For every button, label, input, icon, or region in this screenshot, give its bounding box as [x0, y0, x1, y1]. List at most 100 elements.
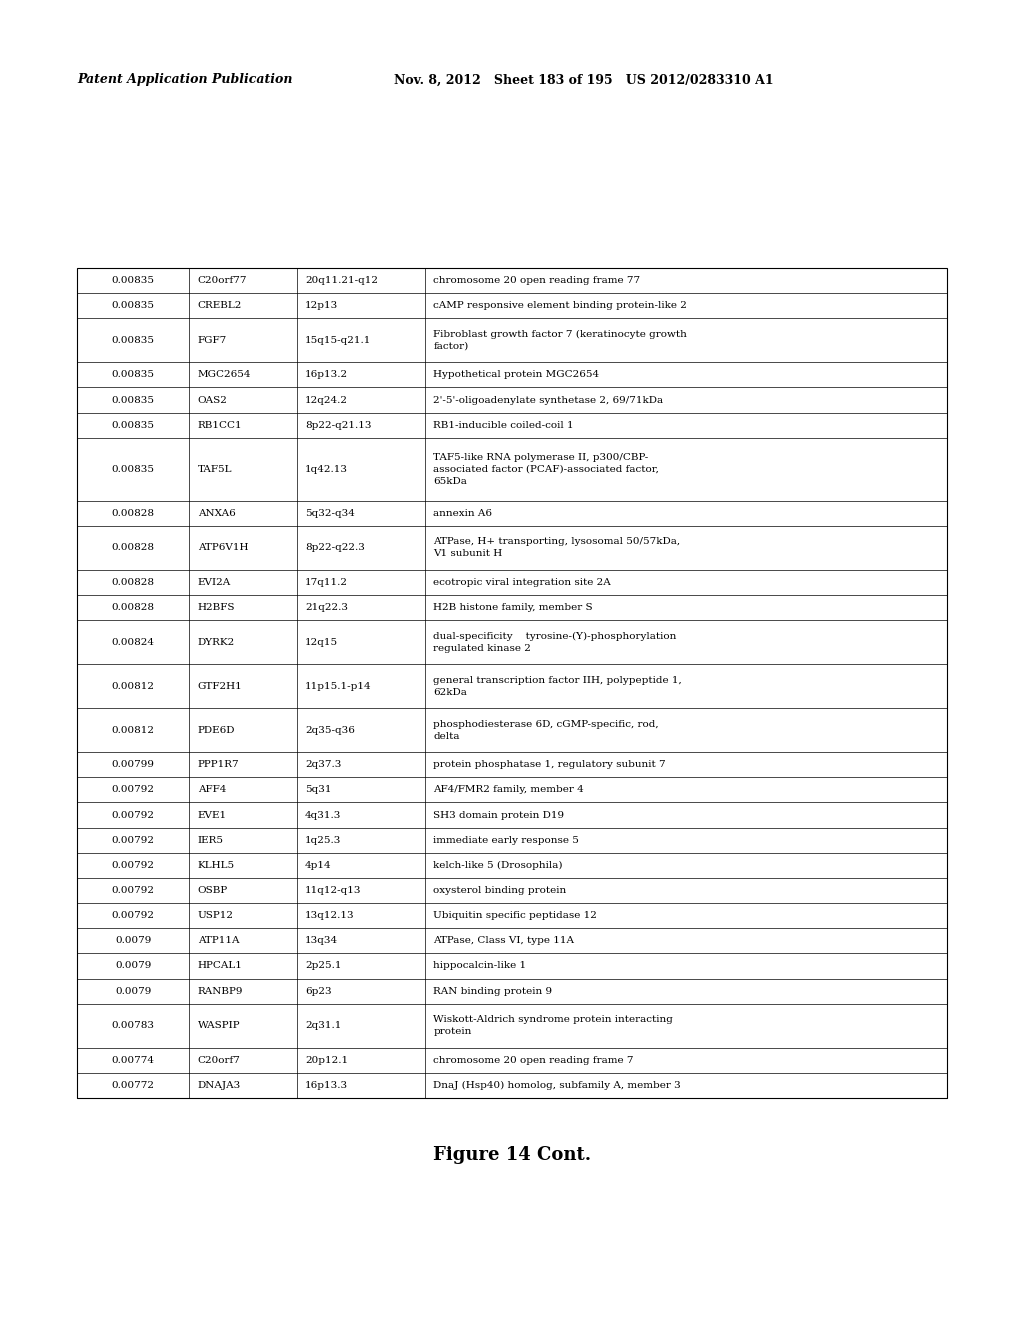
Text: ecotropic viral integration site 2A: ecotropic viral integration site 2A: [433, 578, 611, 587]
Text: Patent Application Publication: Patent Application Publication: [77, 74, 292, 87]
Text: H2B histone family, member S: H2B histone family, member S: [433, 603, 593, 612]
Text: 12p13: 12p13: [305, 301, 338, 310]
Text: Ubiquitin specific peptidase 12: Ubiquitin specific peptidase 12: [433, 911, 597, 920]
Text: 0.00828: 0.00828: [112, 508, 155, 517]
Text: 2q31.1: 2q31.1: [305, 1022, 342, 1030]
Text: 16p13.3: 16p13.3: [305, 1081, 348, 1090]
Text: IER5: IER5: [198, 836, 223, 845]
Text: CREBL2: CREBL2: [198, 301, 242, 310]
Text: 12q24.2: 12q24.2: [305, 396, 348, 404]
Text: kelch-like 5 (Drosophila): kelch-like 5 (Drosophila): [433, 861, 562, 870]
Text: 0.0079: 0.0079: [115, 936, 152, 945]
Text: 0.00774: 0.00774: [112, 1056, 155, 1065]
Text: 0.00812: 0.00812: [112, 681, 155, 690]
Text: Figure 14 Cont.: Figure 14 Cont.: [433, 1146, 591, 1164]
Text: PDE6D: PDE6D: [198, 726, 236, 735]
Text: EVI2A: EVI2A: [198, 578, 230, 587]
Text: 20q11.21-q12: 20q11.21-q12: [305, 276, 378, 285]
Text: dual-specificity    tyrosine-(Y)-phosphorylation
regulated kinase 2: dual-specificity tyrosine-(Y)-phosphoryl…: [433, 632, 677, 652]
Text: TAF5L: TAF5L: [198, 465, 232, 474]
Text: MGC2654: MGC2654: [198, 371, 251, 379]
Text: HPCAL1: HPCAL1: [198, 961, 243, 970]
Text: DNAJA3: DNAJA3: [198, 1081, 241, 1090]
Text: 0.0079: 0.0079: [115, 961, 152, 970]
Text: H2BFS: H2BFS: [198, 603, 236, 612]
Text: 0.00792: 0.00792: [112, 785, 155, 795]
Text: GTF2H1: GTF2H1: [198, 681, 243, 690]
Text: chromosome 20 open reading frame 77: chromosome 20 open reading frame 77: [433, 276, 640, 285]
Text: 21q22.3: 21q22.3: [305, 603, 348, 612]
Text: 11q12-q13: 11q12-q13: [305, 886, 361, 895]
Text: 4q31.3: 4q31.3: [305, 810, 342, 820]
Text: 0.00835: 0.00835: [112, 396, 155, 404]
Text: SH3 domain protein D19: SH3 domain protein D19: [433, 810, 564, 820]
Text: DnaJ (Hsp40) homolog, subfamily A, member 3: DnaJ (Hsp40) homolog, subfamily A, membe…: [433, 1081, 681, 1090]
Text: AF4/FMR2 family, member 4: AF4/FMR2 family, member 4: [433, 785, 584, 795]
Text: 0.00835: 0.00835: [112, 335, 155, 345]
Text: 0.00828: 0.00828: [112, 578, 155, 587]
Text: phosphodiesterase 6D, cGMP-specific, rod,
delta: phosphodiesterase 6D, cGMP-specific, rod…: [433, 719, 658, 741]
Text: KLHL5: KLHL5: [198, 861, 234, 870]
Text: Wiskott-Aldrich syndrome protein interacting
protein: Wiskott-Aldrich syndrome protein interac…: [433, 1015, 673, 1036]
Text: RAN binding protein 9: RAN binding protein 9: [433, 986, 552, 995]
Text: chromosome 20 open reading frame 7: chromosome 20 open reading frame 7: [433, 1056, 634, 1065]
Text: Hypothetical protein MGC2654: Hypothetical protein MGC2654: [433, 371, 599, 379]
Text: 0.00792: 0.00792: [112, 911, 155, 920]
Text: 0.00828: 0.00828: [112, 603, 155, 612]
Text: C20orf7: C20orf7: [198, 1056, 241, 1065]
Text: 0.00812: 0.00812: [112, 726, 155, 735]
Text: 13q12.13: 13q12.13: [305, 911, 354, 920]
Text: FGF7: FGF7: [198, 335, 227, 345]
Text: 2q37.3: 2q37.3: [305, 760, 342, 770]
Text: 0.0079: 0.0079: [115, 986, 152, 995]
Text: 0.00772: 0.00772: [112, 1081, 155, 1090]
Text: 0.00835: 0.00835: [112, 371, 155, 379]
Text: Nov. 8, 2012   Sheet 183 of 195   US 2012/0283310 A1: Nov. 8, 2012 Sheet 183 of 195 US 2012/02…: [394, 74, 774, 87]
Text: 0.00835: 0.00835: [112, 421, 155, 430]
Text: 5q31: 5q31: [305, 785, 332, 795]
Text: 0.00783: 0.00783: [112, 1022, 155, 1030]
Text: 1q25.3: 1q25.3: [305, 836, 342, 845]
Text: DYRK2: DYRK2: [198, 638, 234, 647]
Text: RB1-inducible coiled-coil 1: RB1-inducible coiled-coil 1: [433, 421, 573, 430]
Text: USP12: USP12: [198, 911, 233, 920]
Text: 0.00835: 0.00835: [112, 276, 155, 285]
Text: RANBP9: RANBP9: [198, 986, 243, 995]
Text: 0.00835: 0.00835: [112, 465, 155, 474]
Text: 8p22-q22.3: 8p22-q22.3: [305, 544, 365, 552]
Text: ATPase, H+ transporting, lysosomal 50/57kDa,
V1 subunit H: ATPase, H+ transporting, lysosomal 50/57…: [433, 537, 680, 558]
Text: 20p12.1: 20p12.1: [305, 1056, 348, 1065]
Text: ATP6V1H: ATP6V1H: [198, 544, 248, 552]
Text: ATPase, Class VI, type 11A: ATPase, Class VI, type 11A: [433, 936, 574, 945]
Text: RB1CC1: RB1CC1: [198, 421, 243, 430]
Text: 1q42.13: 1q42.13: [305, 465, 348, 474]
Text: TAF5-like RNA polymerase II, p300/CBP-
associated factor (PCAF)-associated facto: TAF5-like RNA polymerase II, p300/CBP- a…: [433, 453, 659, 486]
Text: 11p15.1-p14: 11p15.1-p14: [305, 681, 372, 690]
Text: OAS2: OAS2: [198, 396, 227, 404]
Text: 0.00824: 0.00824: [112, 638, 155, 647]
Text: 0.00792: 0.00792: [112, 836, 155, 845]
Text: 12q15: 12q15: [305, 638, 338, 647]
Text: 0.00835: 0.00835: [112, 301, 155, 310]
Text: protein phosphatase 1, regulatory subunit 7: protein phosphatase 1, regulatory subuni…: [433, 760, 666, 770]
Text: 6p23: 6p23: [305, 986, 332, 995]
Text: 2'-5'-oligoadenylate synthetase 2, 69/71kDa: 2'-5'-oligoadenylate synthetase 2, 69/71…: [433, 396, 664, 404]
Text: oxysterol binding protein: oxysterol binding protein: [433, 886, 566, 895]
Text: 13q34: 13q34: [305, 936, 338, 945]
Text: annexin A6: annexin A6: [433, 508, 493, 517]
Text: ATP11A: ATP11A: [198, 936, 240, 945]
Text: 0.00792: 0.00792: [112, 886, 155, 895]
Text: hippocalcin-like 1: hippocalcin-like 1: [433, 961, 526, 970]
Text: EVE1: EVE1: [198, 810, 226, 820]
Text: PPP1R7: PPP1R7: [198, 760, 240, 770]
Text: 15q15-q21.1: 15q15-q21.1: [305, 335, 372, 345]
Text: 0.00792: 0.00792: [112, 810, 155, 820]
Text: immediate early response 5: immediate early response 5: [433, 836, 579, 845]
Text: AFF4: AFF4: [198, 785, 226, 795]
Text: 0.00792: 0.00792: [112, 861, 155, 870]
Text: Fibroblast growth factor 7 (keratinocyte growth
factor): Fibroblast growth factor 7 (keratinocyte…: [433, 330, 687, 351]
Text: 8p22-q21.13: 8p22-q21.13: [305, 421, 372, 430]
Text: 17q11.2: 17q11.2: [305, 578, 348, 587]
Text: 16p13.2: 16p13.2: [305, 371, 348, 379]
Text: general transcription factor IIH, polypeptide 1,
62kDa: general transcription factor IIH, polype…: [433, 676, 682, 697]
